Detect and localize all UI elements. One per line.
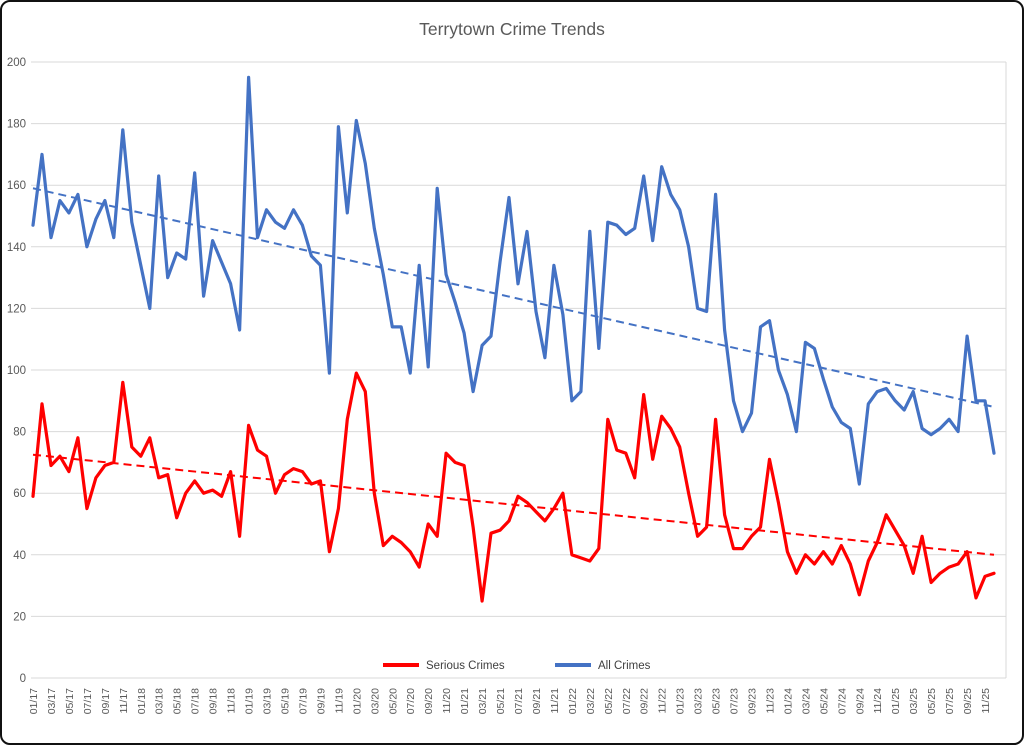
x-tick-label-05/23: 05/23 [711,688,723,714]
x-tick-label-05/25: 05/25 [926,688,938,714]
x-tick-label-03/25: 03/25 [908,688,920,714]
x-tick-label-01/19: 01/19 [244,688,256,714]
x-tick-label-01/18: 01/18 [136,688,148,714]
x-tick-label-01/25: 01/25 [890,688,902,714]
y-tick-label-200: 200 [7,57,26,69]
x-tick-label-03/19: 03/19 [262,688,274,714]
x-tick-label-07/23: 07/23 [729,688,741,714]
x-tick-label-01/23: 01/23 [675,688,687,714]
x-tick-label-03/23: 03/23 [693,688,705,714]
x-tick-label-11/19: 11/19 [333,688,345,714]
x-tick-label-11/21: 11/21 [549,688,561,714]
x-tick-label-01/21: 01/21 [459,688,471,714]
y-tick-label-120: 120 [7,303,26,315]
x-axis-labels: 01/17 03/17 05/17 07/17 09/17 11/17 01/18 03/18… [28,688,992,714]
y-tick-label-80: 80 [13,427,26,439]
x-tick-label-07/20: 07/20 [405,688,417,714]
chart-legend: Serious Crimes All Crimes [383,660,651,672]
x-tick-label-05/18: 05/18 [172,688,184,714]
gridlines [31,61,1007,679]
x-tick-label-03/24: 03/24 [800,688,812,714]
x-tick-label-07/17: 07/17 [82,688,94,714]
y-tick-label-160: 160 [7,180,26,192]
y-tick-label-60: 60 [13,488,26,500]
legend-label-serious-crimes: Serious Crimes [426,660,505,672]
legend-label-all-crimes: All Crimes [598,660,651,672]
serious-crimes-line [31,371,996,603]
x-tick-label-01/20: 01/20 [351,688,363,714]
chart-title: Terrytown Crime Trends [419,19,605,39]
x-tick-label-07/21: 07/21 [513,688,525,714]
x-tick-label-09/21: 09/21 [531,688,543,714]
y-tick-label-100: 100 [7,365,26,377]
y-tick-label-140: 140 [7,242,26,254]
x-tick-label-11/17: 11/17 [118,688,130,714]
x-tick-label-09/19: 09/19 [315,688,327,714]
x-tick-label-01/22: 01/22 [567,688,579,714]
x-tick-label-11/23: 11/23 [764,688,776,714]
x-tick-label-05/24: 05/24 [818,688,830,714]
x-tick-label-03/17: 03/17 [46,688,58,714]
serious-crimes-trendline [32,453,995,556]
x-tick-label-05/21: 05/21 [495,688,507,714]
x-tick-label-07/22: 07/22 [621,688,633,714]
x-tick-label-09/18: 09/18 [208,688,220,714]
x-tick-label-07/25: 07/25 [944,688,956,714]
x-tick-label-01/17: 01/17 [28,688,40,714]
x-tick-label-09/20: 09/20 [423,688,435,714]
x-tick-label-09/22: 09/22 [639,688,651,714]
x-tick-label-03/20: 03/20 [369,688,381,714]
x-tick-label-01/24: 01/24 [782,688,794,714]
x-tick-label-05/20: 05/20 [387,688,399,714]
x-tick-label-09/25: 09/25 [962,688,974,714]
series-lines [31,75,996,603]
x-tick-label-07/19: 07/19 [297,688,309,714]
x-tick-label-03/21: 03/21 [477,688,489,714]
x-tick-label-11/25: 11/25 [980,688,992,714]
y-tick-label-20: 20 [13,611,26,623]
all-crimes-line [31,75,996,486]
x-tick-label-05/22: 05/22 [603,688,615,714]
y-tick-label-0: 0 [20,673,26,685]
x-tick-label-05/17: 05/17 [64,688,76,714]
x-tick-label-11/24: 11/24 [872,688,884,714]
y-axis-labels: 0 20 40 60 80 100 120 140 160 180 200 [7,57,26,685]
x-tick-label-05/19: 05/19 [279,688,291,714]
x-tick-label-07/18: 07/18 [190,688,202,714]
x-tick-label-09/17: 09/17 [100,688,112,714]
y-tick-label-180: 180 [7,119,26,131]
x-tick-label-11/18: 11/18 [226,688,238,714]
y-tick-label-40: 40 [13,550,26,562]
x-tick-label-11/20: 11/20 [441,688,453,714]
x-tick-label-03/18: 03/18 [154,688,166,714]
x-tick-label-07/24: 07/24 [836,688,848,714]
trend-lines [32,187,995,556]
x-tick-label-11/22: 11/22 [657,688,669,714]
x-tick-label-09/24: 09/24 [854,688,866,714]
all-crimes-trendline [32,187,995,408]
x-tick-label-09/23: 09/23 [747,688,759,714]
x-tick-label-03/22: 03/22 [585,688,597,714]
